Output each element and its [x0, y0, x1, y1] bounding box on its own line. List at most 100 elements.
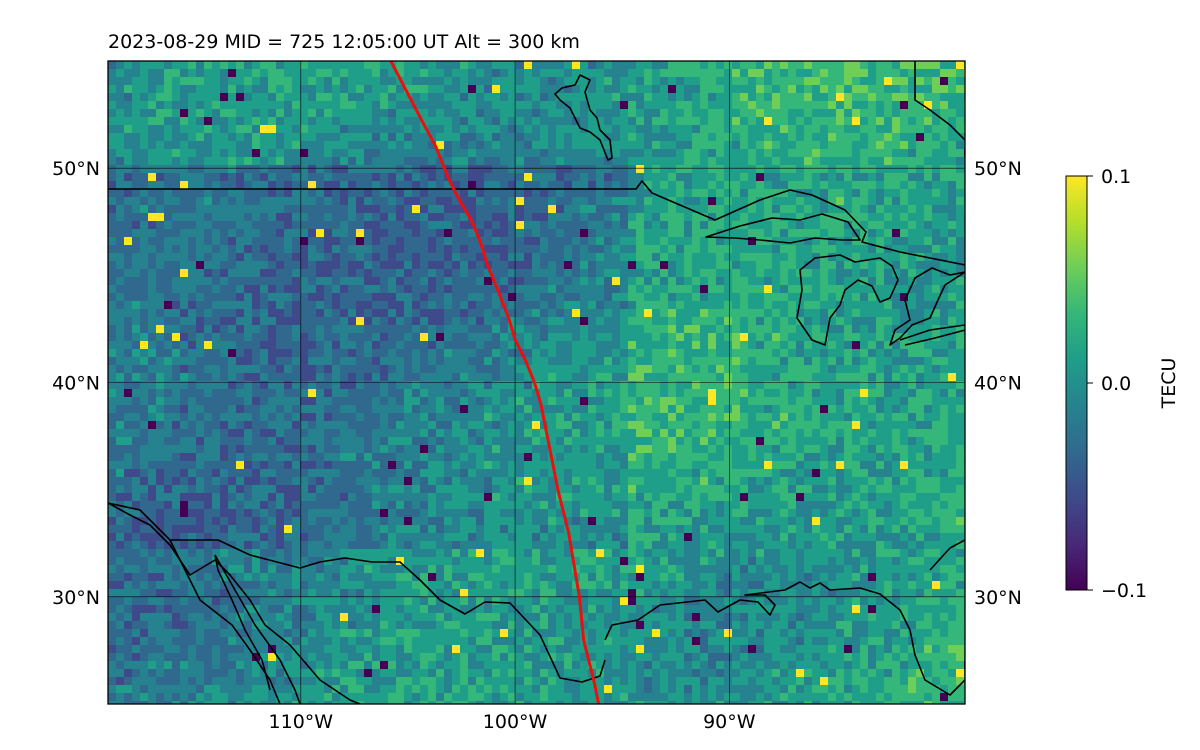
- tec-cell: [460, 157, 468, 165]
- tec-cell: [196, 125, 204, 133]
- tec-cell: [460, 165, 468, 173]
- tec-cell: [172, 373, 180, 381]
- tec-cell: [164, 141, 172, 149]
- tec-cell: [836, 165, 844, 173]
- tec-cell: [900, 309, 908, 317]
- tec-cell: [780, 357, 788, 365]
- tec-cell: [476, 341, 484, 349]
- tec-cell: [860, 405, 868, 413]
- tec-cell: [604, 421, 612, 429]
- tec-cell: [300, 221, 308, 229]
- tec-cell: [404, 61, 412, 69]
- tec-cell: [820, 381, 828, 389]
- tec-cell: [716, 69, 724, 77]
- tec-cell: [204, 429, 212, 437]
- tec-cell: [260, 109, 268, 117]
- tec-cell: [948, 213, 956, 221]
- tec-cell: [924, 173, 932, 181]
- tec-cell: [620, 357, 628, 365]
- tec-cell: [772, 365, 780, 373]
- tec-cell: [852, 237, 860, 245]
- tec-cell: [812, 357, 820, 365]
- tec-cell: [276, 253, 284, 261]
- tec-cell: [860, 157, 868, 165]
- tec-cell: [732, 117, 740, 125]
- tec-cell: [940, 397, 948, 405]
- tec-cell: [380, 101, 388, 109]
- tec-cell: [644, 285, 652, 293]
- tec-cell: [700, 165, 708, 173]
- tec-cell: [388, 69, 396, 77]
- tec-cell: [172, 205, 180, 213]
- tec-cell: [812, 277, 820, 285]
- tec-cell: [140, 341, 148, 349]
- tec-cell: [948, 189, 956, 197]
- tec-cell: [596, 357, 604, 365]
- tec-cell: [292, 261, 300, 269]
- tec-cell: [356, 69, 364, 77]
- tec-cell: [284, 149, 292, 157]
- tec-cell: [716, 205, 724, 213]
- tec-cell: [324, 69, 332, 77]
- tec-cell: [348, 405, 356, 413]
- tec-cell: [212, 213, 220, 221]
- tec-cell: [716, 117, 724, 125]
- tec-cell: [332, 85, 340, 93]
- tec-cell: [484, 117, 492, 125]
- tec-cell: [292, 181, 300, 189]
- tec-cell: [364, 213, 372, 221]
- tec-cell: [916, 237, 924, 245]
- tec-cell: [564, 373, 572, 381]
- tec-cell: [356, 229, 364, 237]
- tec-cell: [732, 317, 740, 325]
- tec-cell: [692, 389, 700, 397]
- tec-cell: [828, 405, 836, 413]
- tec-cell: [748, 413, 756, 421]
- tec-cell: [708, 389, 716, 397]
- tec-cell: [300, 357, 308, 365]
- tec-cell: [340, 197, 348, 205]
- tec-cell: [924, 189, 932, 197]
- tec-cell: [572, 173, 580, 181]
- tec-cell: [260, 397, 268, 405]
- tec-cell: [700, 229, 708, 237]
- tec-cell: [900, 317, 908, 325]
- tec-cell: [412, 293, 420, 301]
- tec-cell: [452, 85, 460, 93]
- tec-cell: [620, 213, 628, 221]
- tec-cell: [804, 277, 812, 285]
- tec-cell: [132, 109, 140, 117]
- tec-cell: [116, 173, 124, 181]
- tec-cell: [620, 269, 628, 277]
- tec-cell: [868, 69, 876, 77]
- tec-cell: [252, 325, 260, 333]
- tec-cell: [788, 117, 796, 125]
- tec-cell: [548, 277, 556, 285]
- tec-cell: [828, 261, 836, 269]
- tec-cell: [356, 333, 364, 341]
- tec-cell: [324, 189, 332, 197]
- tec-cell: [300, 397, 308, 405]
- tec-cell: [804, 285, 812, 293]
- tec-cell: [236, 349, 244, 357]
- tec-cell: [188, 189, 196, 197]
- tec-cell: [164, 205, 172, 213]
- tec-cell: [868, 61, 876, 69]
- tec-cell: [172, 141, 180, 149]
- tec-cell: [332, 317, 340, 325]
- tec-cell: [716, 181, 724, 189]
- tec-cell: [748, 269, 756, 277]
- tec-cell: [916, 413, 924, 421]
- tec-cell: [388, 213, 396, 221]
- tec-cell: [196, 69, 204, 77]
- tec-cell: [268, 309, 276, 317]
- tec-cell: [124, 93, 132, 101]
- tec-cell: [612, 61, 620, 69]
- tec-cell: [908, 373, 916, 381]
- tec-cell: [436, 285, 444, 293]
- tec-cell: [844, 333, 852, 341]
- tec-cell: [772, 317, 780, 325]
- tec-cell: [252, 237, 260, 245]
- tec-cell: [780, 165, 788, 173]
- tec-cell: [748, 317, 756, 325]
